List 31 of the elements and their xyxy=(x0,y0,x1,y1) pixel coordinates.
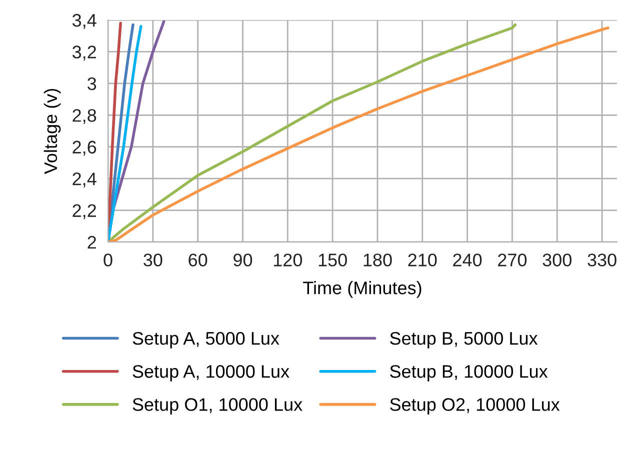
x-tick-label: 300 xyxy=(542,254,572,266)
line-series xyxy=(108,23,517,242)
y-tick-label: 2,2 xyxy=(72,204,96,220)
x-axis-title: Time (Minutes) xyxy=(303,281,422,298)
x-tick-label: 120 xyxy=(274,254,302,266)
y-tick-label: 3,4 xyxy=(72,14,96,29)
x-tick-label: 330 xyxy=(588,254,616,266)
x-tick-label: 0 xyxy=(104,254,112,266)
legend-label: Setup A, 5000 Lux xyxy=(132,332,280,348)
y-tick-label: 3 xyxy=(88,77,96,90)
y-tick-label: 2,8 xyxy=(72,109,96,124)
y-tick-label: 3,2 xyxy=(72,46,96,61)
x-tick-label: 150 xyxy=(318,254,347,266)
x-tick-label: 270 xyxy=(498,254,527,266)
x-tick-label: 210 xyxy=(408,254,437,266)
x-tick-label: 60 xyxy=(188,254,208,266)
line-series xyxy=(108,26,610,242)
legend-label: Setup O1, 10000 Lux xyxy=(132,398,302,415)
y-axis-title: Voltage (v) xyxy=(44,88,61,174)
x-tick-label: 90 xyxy=(234,254,252,266)
y-tick-label: 2,6 xyxy=(72,140,96,156)
y-tick-label: 2 xyxy=(88,236,96,249)
legend-label: Setup A, 10000 Lux xyxy=(132,365,290,382)
x-tick-label: 240 xyxy=(453,254,482,266)
legend-label: Setup B, 5000 Lux xyxy=(390,332,538,348)
y-tick-label: 2,4 xyxy=(72,172,96,188)
legend-label: Setup O2, 10000 Lux xyxy=(390,398,560,415)
x-tick-label: 30 xyxy=(144,254,162,266)
line-series xyxy=(108,24,142,242)
x-tick-label: 180 xyxy=(364,254,392,266)
legend-label: Setup B, 10000 Lux xyxy=(390,365,548,382)
